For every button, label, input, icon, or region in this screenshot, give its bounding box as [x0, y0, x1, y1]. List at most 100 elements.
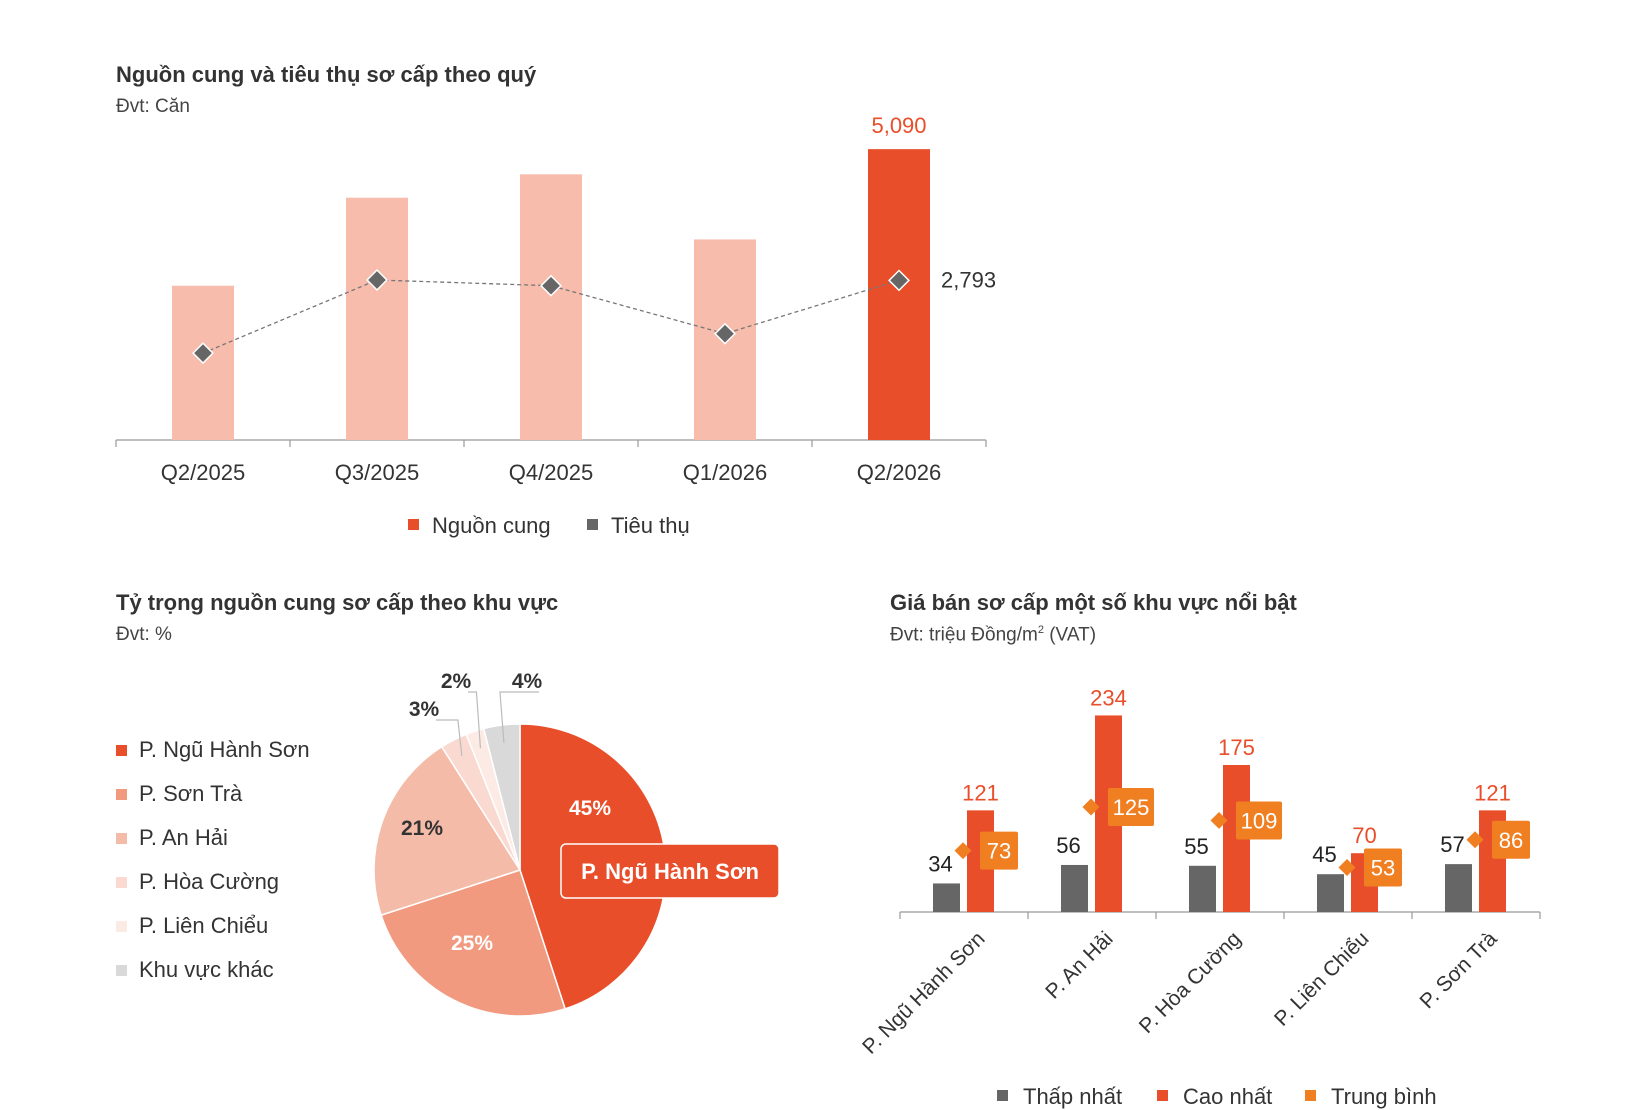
chart3-unit-suffix: (VAT): [1043, 624, 1097, 646]
chart3-legend-label: Thấp nhất: [1023, 1084, 1122, 1109]
chart1-x-tick-label: Q2/2026: [857, 460, 941, 485]
high-price-label: 175: [1218, 735, 1255, 760]
price-chart: 34 121 73 P. Ngũ Hành Sơn 56 234 125 P. An Hải 5…: [858, 685, 1541, 1109]
pie-leader-line: [499, 691, 539, 744]
chart3-legend-swatch: [1305, 1090, 1316, 1101]
pie-legend-swatch: [116, 788, 127, 800]
chart3-x-tick-label: P. Hòa Cường: [1135, 927, 1246, 1038]
pie-legend-item: P. Ngũ Hành Sơn: [116, 728, 310, 772]
pie-legend-item: P. An Hải: [116, 816, 310, 860]
consumption-line: [202, 279, 900, 354]
high-price-label: 121: [1474, 780, 1511, 805]
supply-bar: [868, 149, 930, 440]
pie-legend-swatch: [116, 964, 127, 976]
chart3-title: Giá bán sơ cấp một số khu vực nổi bật: [890, 590, 1297, 615]
chart3-legend-label: Cao nhất: [1183, 1084, 1272, 1109]
chart1-x-tick-label: Q1/2026: [683, 460, 767, 485]
avg-price-marker: [1082, 798, 1100, 816]
low-price-label: 55: [1184, 834, 1208, 859]
consumption-point: [540, 274, 562, 297]
chart3-legend: Thấp nhất Cao nhất Trung bình: [997, 1084, 1437, 1109]
legend-label-supply: Nguồn cung: [432, 513, 551, 538]
pie-slice-label: 21%: [401, 817, 443, 840]
chart1-legend: Nguồn cung Tiêu thụ: [408, 513, 690, 538]
pie-legend-item: Khu vực khác: [116, 948, 310, 992]
high-price-label: 121: [962, 780, 999, 805]
pie-callout-label: P. Ngũ Hành Sơn: [581, 859, 759, 884]
chart3-unit-sup: 2: [1037, 624, 1044, 636]
chart1-x-tick-label: Q4/2025: [509, 460, 593, 485]
pie-chart: 45% 25% 21% 3%2% 4% P. Ngũ Hành Sơn: [373, 670, 780, 1017]
pie-legend-label: P. Liên Chiểu: [139, 913, 269, 938]
pie-slice-label: 2%: [441, 670, 472, 693]
consumption-point: [714, 322, 736, 345]
pie-legend: P. Ngũ Hành Sơn P. Sơn Trà P. An Hải P. Hòa…: [116, 728, 310, 992]
supply-bar: [346, 197, 408, 440]
pie-leader-line: [468, 691, 482, 749]
avg-price-label: 53: [1371, 855, 1395, 880]
avg-price-marker: [1466, 831, 1484, 849]
pie-slice: [373, 745, 522, 917]
pie-legend-label: Khu vực khác: [139, 957, 274, 982]
chart3-unit-prefix: Đvt: triệu Đồng/m: [890, 624, 1038, 646]
chart2-unit: Đvt: %: [116, 624, 172, 645]
avg-price-label: 109: [1241, 808, 1278, 833]
chart1-title: Nguồn cung và tiêu thụ sơ cấp theo quý: [116, 62, 537, 87]
pie-slice-label: 45%: [569, 797, 611, 820]
low-price-bar: [1189, 865, 1216, 912]
pie-legend-item: P. Hòa Cường: [116, 860, 310, 904]
chart3-x-tick-label: P. Liên Chiểu: [1270, 927, 1374, 1031]
chart1-x-tick-label: Q2/2025: [161, 460, 245, 485]
pie-leader-line: [436, 719, 463, 757]
chart3-legend-swatch: [1157, 1090, 1168, 1101]
avg-price-marker: [1338, 858, 1356, 876]
chart3-legend-label: Trung bình: [1331, 1084, 1437, 1109]
avg-price-box: [980, 831, 1018, 870]
low-price-bar: [1445, 864, 1472, 912]
chart1-unit: Đvt: Căn: [116, 96, 190, 117]
legend-swatch-supply: [408, 519, 419, 530]
supply-data-label: 5,090: [871, 113, 926, 138]
legend-label-consumption: Tiêu thụ: [611, 513, 690, 538]
low-price-label: 45: [1312, 842, 1336, 867]
avg-price-marker: [954, 842, 972, 860]
pie-callout-box: [560, 843, 780, 899]
avg-price-label: 73: [987, 839, 1011, 864]
pie-legend-swatch: [116, 876, 127, 888]
pie-legend-label: P. Ngũ Hành Sơn: [139, 737, 310, 762]
high-price-label: 234: [1090, 685, 1127, 710]
pie-slice-label: 25%: [451, 932, 493, 955]
chart3-legend-swatch: [997, 1090, 1008, 1101]
low-price-bar: [1317, 874, 1344, 912]
avg-price-box: [1236, 801, 1282, 840]
chart3-x-tick-label: P. Ngũ Hành Sơn: [858, 927, 989, 1058]
pie-legend-label: P. Hòa Cường: [139, 869, 280, 894]
low-price-label: 34: [928, 851, 952, 876]
chart1-x-tick-label: Q3/2025: [335, 460, 419, 485]
chart3-unit: Đvt: triệu Đồng/m2 (VAT): [890, 624, 1096, 646]
consumption-point: [888, 269, 910, 292]
low-price-label: 57: [1440, 832, 1464, 857]
avg-price-box: [1364, 848, 1402, 887]
pie-slice: [482, 723, 521, 871]
pie-legend-item: P. Sơn Trà: [116, 772, 310, 816]
low-price-label: 56: [1056, 833, 1080, 858]
pie-legend-label: P. An Hải: [139, 825, 228, 850]
chart3-x-tick-label: P. An Hải: [1041, 927, 1117, 1003]
pie-slice: [380, 869, 567, 1017]
pie-legend-label: P. Sơn Trà: [139, 781, 243, 806]
high-price-label: 70: [1352, 823, 1376, 848]
pie-slice-label: 3%: [409, 698, 440, 721]
pie-legend-swatch: [116, 920, 127, 932]
low-price-bar: [933, 883, 960, 912]
legend-swatch-consumption: [587, 519, 598, 530]
consumption-point: [192, 342, 214, 365]
chart2-title: Tỷ trọng nguồn cung sơ cấp theo khu vực: [116, 590, 559, 615]
chart3-x-tick-label: P. Sơn Trà: [1416, 927, 1502, 1013]
avg-price-label: 86: [1499, 828, 1523, 853]
avg-price-box: [1492, 820, 1530, 859]
pie-legend-swatch: [116, 832, 127, 844]
avg-price-box: [1108, 788, 1154, 826]
supply-bar: [520, 174, 582, 441]
